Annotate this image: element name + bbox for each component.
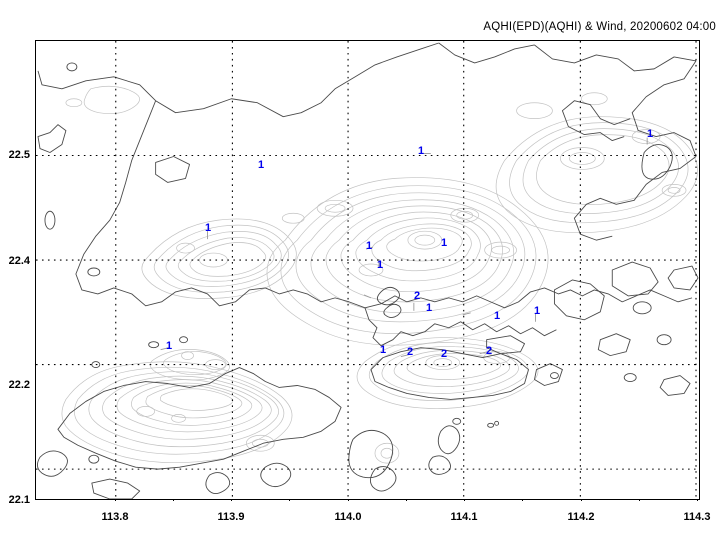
obs-label: 1 <box>441 237 448 249</box>
obs-label: 1 <box>166 340 173 352</box>
obs-label: 2 <box>407 346 414 358</box>
coastlines <box>37 42 699 499</box>
obs-label: 1 <box>647 128 654 140</box>
obs-label: 1 <box>534 305 541 317</box>
obs-label: 1 <box>418 145 425 157</box>
y-axis-label-22-1: 22.1 <box>8 494 30 506</box>
y-axis-label-22-4: 22.4 <box>8 255 30 267</box>
map-plot-area[interactable]: 1 1 1 1 1 1 1 2 1 1 1 1 1 2 2 2 <box>35 40 700 500</box>
obs-label: 1 <box>494 310 501 322</box>
grid-lines <box>36 41 699 499</box>
terrain-contours <box>61 85 698 464</box>
obs-label: 1 <box>426 302 433 314</box>
obs-label: 1 <box>380 344 387 356</box>
obs-label: 1 <box>205 222 212 234</box>
x-axis-label-114-3: 114.3 <box>683 511 711 523</box>
figure-title: AQHI(EPD)(AQHI) & Wind, 20200602 04:00 <box>483 21 716 33</box>
obs-label: 2 <box>441 348 448 360</box>
obs-label: 2 <box>486 345 493 357</box>
x-axis-label-114-2: 114.2 <box>567 511 595 523</box>
obs-label: 1 <box>366 240 373 252</box>
x-axis-label-114-0: 114.0 <box>334 511 362 523</box>
obs-label: 1 <box>377 259 384 271</box>
x-axis-label-113-8: 113.8 <box>101 511 129 523</box>
y-axis-label-22-5: 22.5 <box>8 149 30 161</box>
map-graphics <box>36 41 699 499</box>
y-axis-label-22-2: 22.2 <box>8 379 30 391</box>
x-axis-label-114-1: 114.1 <box>450 511 478 523</box>
obs-label: 2 <box>414 290 421 302</box>
wind-barbs <box>160 137 648 358</box>
obs-label: 1 <box>258 159 265 171</box>
x-axis-label-113-9: 113.9 <box>217 511 245 523</box>
